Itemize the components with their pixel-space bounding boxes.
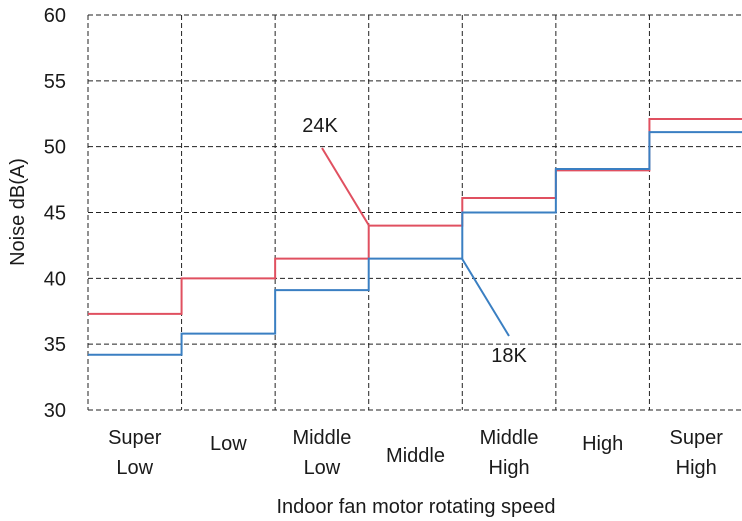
x-category-label-line: Super	[670, 427, 724, 449]
x-category-label: Super Low	[108, 427, 162, 479]
grid	[87, 14, 742, 411]
series-layer	[88, 118, 742, 356]
y-tick-label: 45	[44, 203, 66, 225]
annotation-leader-24k	[321, 147, 370, 227]
y-tick-label: 55	[44, 71, 66, 93]
x-category-label: Middle	[386, 445, 445, 467]
annotation-label-18k: 18K	[491, 345, 527, 367]
x-axis-title: Indoor fan motor rotating speed	[276, 496, 555, 518]
x-category-label-line: Low	[116, 457, 153, 479]
x-category-label-line: Low	[304, 457, 341, 479]
x-category-label: Super High	[670, 427, 724, 479]
x-category-label: Middle Low	[292, 427, 351, 479]
annotation-label-24k: 24K	[302, 115, 338, 137]
x-category-label-line: Middle	[480, 427, 539, 449]
x-category-label-line: Middle	[292, 427, 351, 449]
series-line-18k	[88, 131, 742, 356]
y-tick-label: 60	[44, 5, 66, 27]
x-category-label: Low	[210, 433, 247, 455]
y-tick-label: 40	[44, 268, 66, 290]
y-axis-title: Noise dB(A)	[7, 158, 29, 266]
x-category-label-line: High	[489, 457, 530, 479]
x-category-label: Middle High	[480, 427, 539, 479]
series-line-24k	[88, 118, 742, 315]
y-tick-label: 30	[44, 400, 66, 422]
y-tick-label: 50	[44, 137, 66, 159]
x-category-label: High	[582, 433, 623, 455]
y-tick-label: 35	[44, 334, 66, 356]
annotation-leader-18k	[461, 258, 510, 337]
x-category-label-line: High	[676, 457, 717, 479]
x-category-label-line: Super	[108, 427, 162, 449]
